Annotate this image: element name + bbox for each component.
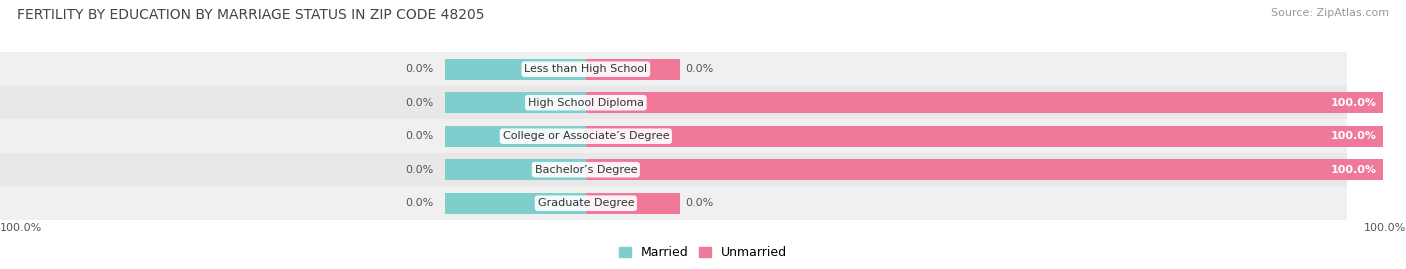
Bar: [0, 186, 1347, 220]
Bar: [0, 52, 1347, 86]
Text: 0.0%: 0.0%: [686, 64, 714, 74]
Bar: [0, 86, 1347, 119]
Text: High School Diploma: High School Diploma: [527, 98, 644, 108]
Text: 100.0%: 100.0%: [1330, 131, 1376, 141]
Bar: [586, 159, 1382, 180]
Bar: [586, 92, 1382, 113]
Legend: Married, Unmarried: Married, Unmarried: [613, 241, 793, 264]
Text: 100.0%: 100.0%: [1330, 165, 1376, 175]
Text: 100.0%: 100.0%: [0, 223, 42, 233]
Bar: [0, 119, 1347, 153]
Text: 0.0%: 0.0%: [405, 98, 433, 108]
Text: 100.0%: 100.0%: [1330, 98, 1376, 108]
Bar: [586, 59, 679, 80]
Bar: [446, 193, 586, 214]
Text: FERTILITY BY EDUCATION BY MARRIAGE STATUS IN ZIP CODE 48205: FERTILITY BY EDUCATION BY MARRIAGE STATU…: [17, 8, 485, 22]
Text: College or Associate’s Degree: College or Associate’s Degree: [502, 131, 669, 141]
Bar: [0, 153, 1347, 186]
Text: 100.0%: 100.0%: [1364, 223, 1406, 233]
Text: 0.0%: 0.0%: [686, 198, 714, 208]
Text: Bachelor’s Degree: Bachelor’s Degree: [534, 165, 637, 175]
Text: 0.0%: 0.0%: [405, 64, 433, 74]
Bar: [446, 59, 586, 80]
Text: 0.0%: 0.0%: [405, 165, 433, 175]
Bar: [586, 193, 679, 214]
Bar: [446, 92, 586, 113]
Bar: [446, 126, 586, 147]
Text: 0.0%: 0.0%: [405, 131, 433, 141]
Text: Graduate Degree: Graduate Degree: [537, 198, 634, 208]
Text: 0.0%: 0.0%: [405, 198, 433, 208]
Text: Source: ZipAtlas.com: Source: ZipAtlas.com: [1271, 8, 1389, 18]
Text: Less than High School: Less than High School: [524, 64, 647, 74]
Bar: [586, 126, 1382, 147]
Bar: [446, 159, 586, 180]
